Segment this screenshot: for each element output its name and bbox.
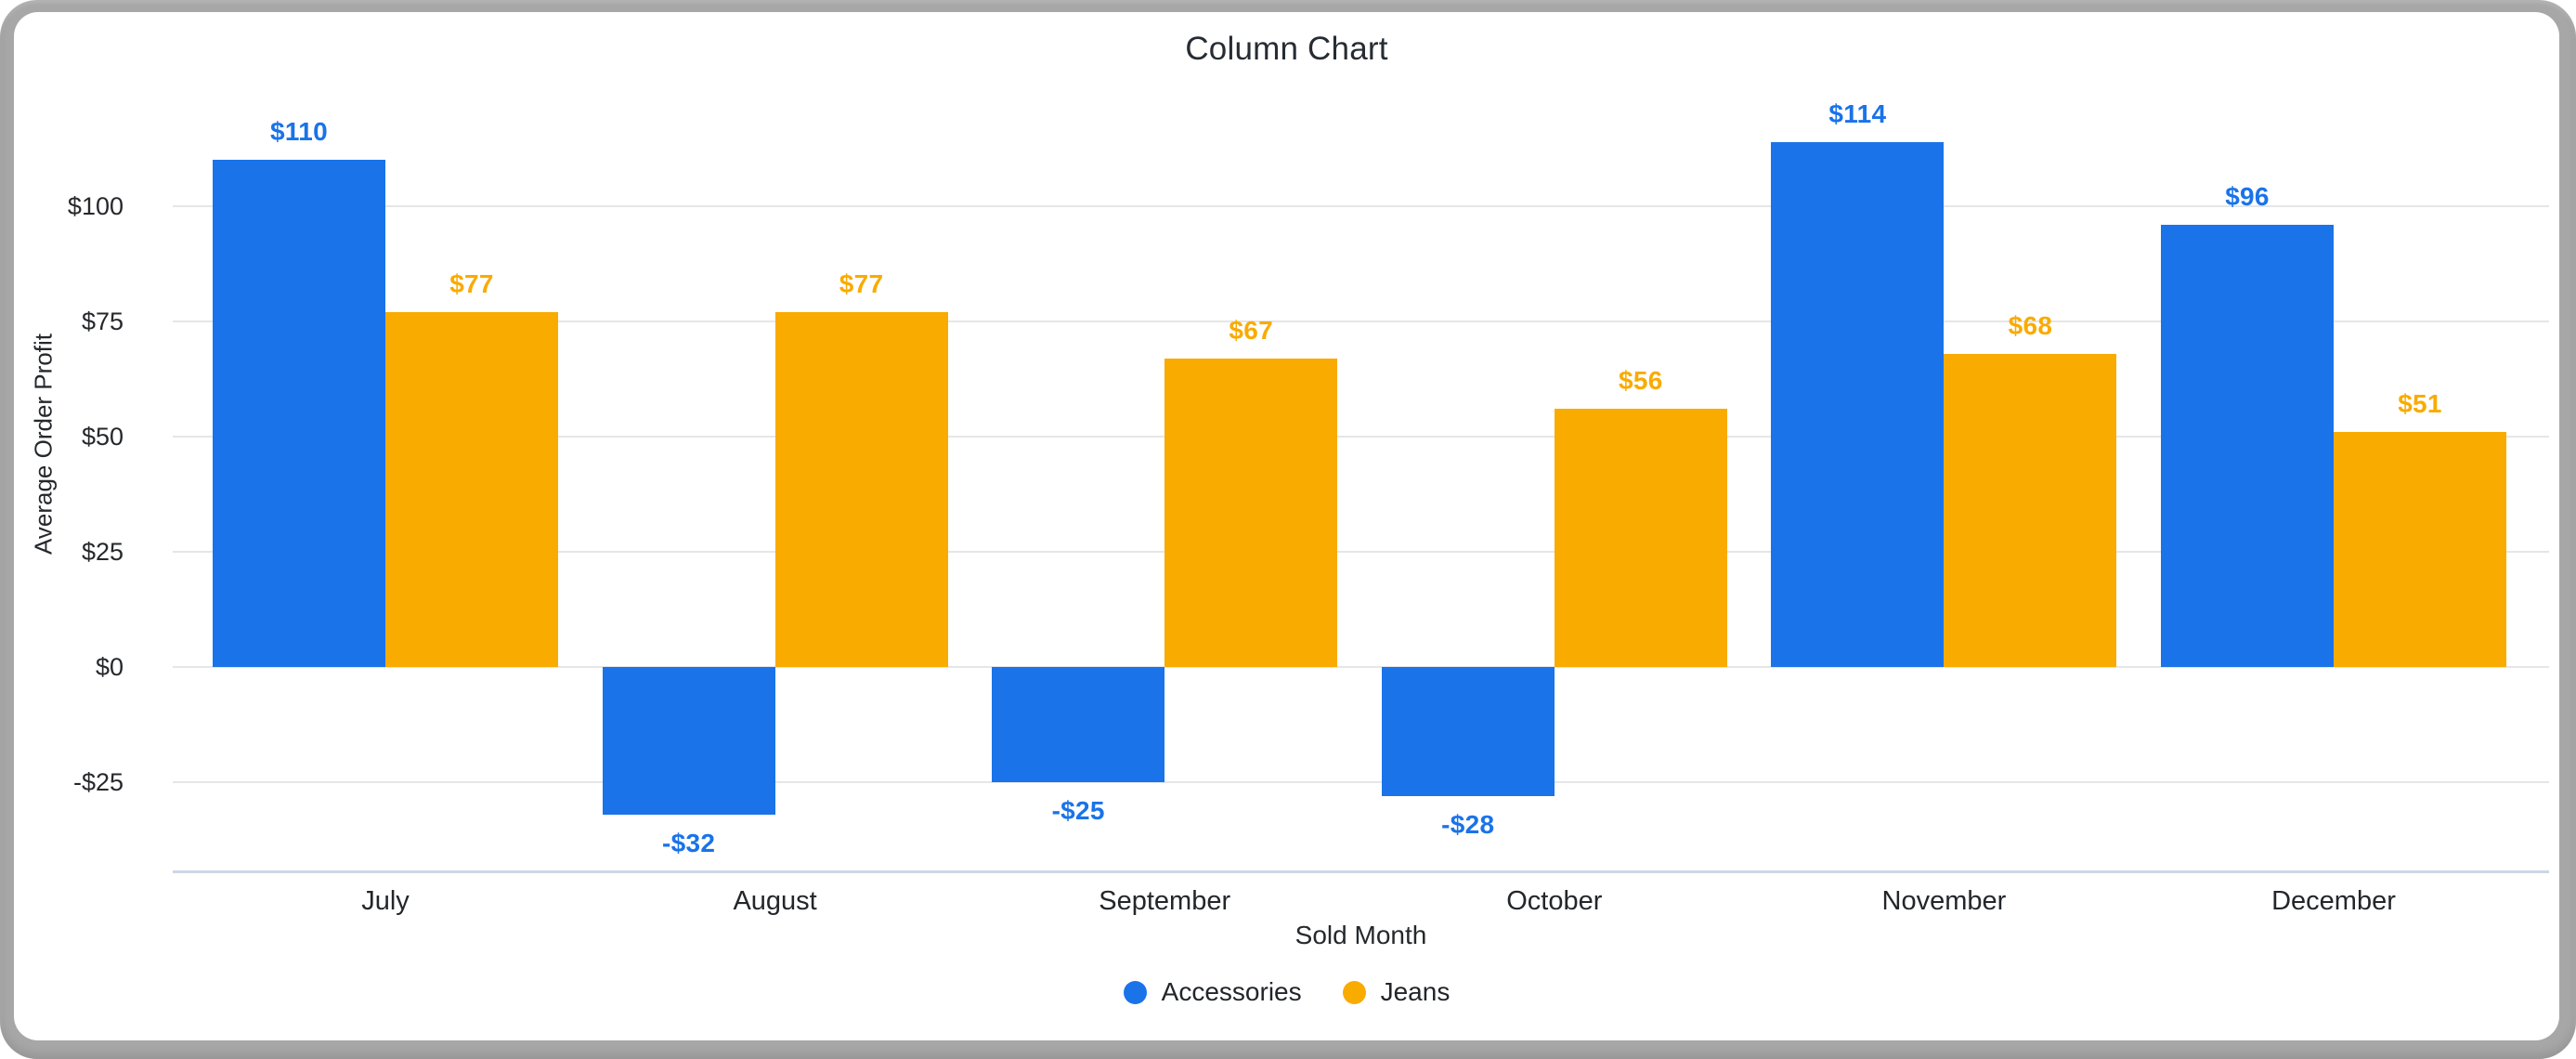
bar-jeans-october[interactable] [1554, 409, 1727, 667]
bar-value-label: $67 [1229, 315, 1273, 345]
bar-accessories-september[interactable] [992, 667, 1165, 782]
x-category-label-august: August [733, 886, 817, 916]
bar-accessories-august[interactable] [602, 667, 775, 815]
legend-item-jeans[interactable]: Jeans [1342, 977, 1451, 1007]
bar-jeans-august[interactable] [774, 312, 948, 667]
y-tick-label: $50 [81, 423, 124, 451]
x-category-label-october: October [1506, 886, 1603, 916]
bar-jeans-july[interactable] [385, 312, 558, 667]
bar-value-label: $96 [2225, 181, 2270, 211]
bar-jeans-november[interactable] [1944, 353, 2117, 667]
bar-accessories-july[interactable] [213, 160, 385, 667]
bar-accessories-october[interactable] [1381, 667, 1555, 796]
bar-value-label: $77 [449, 269, 494, 299]
legend-label: Jeans [1380, 977, 1451, 1006]
legend-label: Accessories [1161, 977, 1302, 1006]
y-tick-label: $0 [95, 653, 124, 681]
x-axis-title: Sold Month [1295, 921, 1427, 949]
bar-value-label: $77 [839, 269, 884, 299]
x-category-label-september: September [1099, 886, 1231, 916]
x-axis-baseline [173, 870, 2549, 873]
bar-jeans-september[interactable] [1164, 358, 1338, 667]
x-category-label-december: December [2271, 886, 2396, 916]
bar-value-label: -$25 [1051, 796, 1105, 825]
gridline [173, 320, 2549, 322]
bar-jeans-december[interactable] [2334, 432, 2506, 667]
bar-value-label: $114 [1828, 98, 1887, 128]
y-tick-label: $25 [81, 538, 124, 566]
y-tick-label: -$25 [72, 768, 124, 796]
legend-item-accessories[interactable]: Accessories [1123, 977, 1302, 1007]
chart-title: Column Chart [1185, 31, 1388, 67]
bar-value-label: $56 [1618, 366, 1663, 396]
bar-value-label: -$28 [1441, 809, 1495, 839]
gridline [173, 436, 2549, 438]
y-tick-label: $75 [81, 307, 124, 335]
bar-value-label: $110 [270, 117, 328, 147]
legend-dot-jeans [1342, 980, 1366, 1004]
x-category-label-july: July [361, 886, 410, 916]
y-tick-label: $100 [67, 192, 124, 220]
bar-value-label: -$32 [661, 828, 716, 857]
legend: Accessories Jeans [14, 977, 2559, 1007]
legend-dot-accessories [1123, 980, 1147, 1004]
gridline [173, 205, 2549, 207]
x-category-label-november: November [1881, 886, 2007, 916]
gridline [173, 781, 2549, 783]
bar-accessories-december[interactable] [2161, 224, 2334, 667]
bar-value-label: $51 [2398, 389, 2442, 418]
bar-accessories-november[interactable] [1771, 141, 1945, 667]
bar-value-label: $68 [2008, 310, 2053, 340]
gridline [173, 666, 2549, 668]
gridline [173, 551, 2549, 553]
